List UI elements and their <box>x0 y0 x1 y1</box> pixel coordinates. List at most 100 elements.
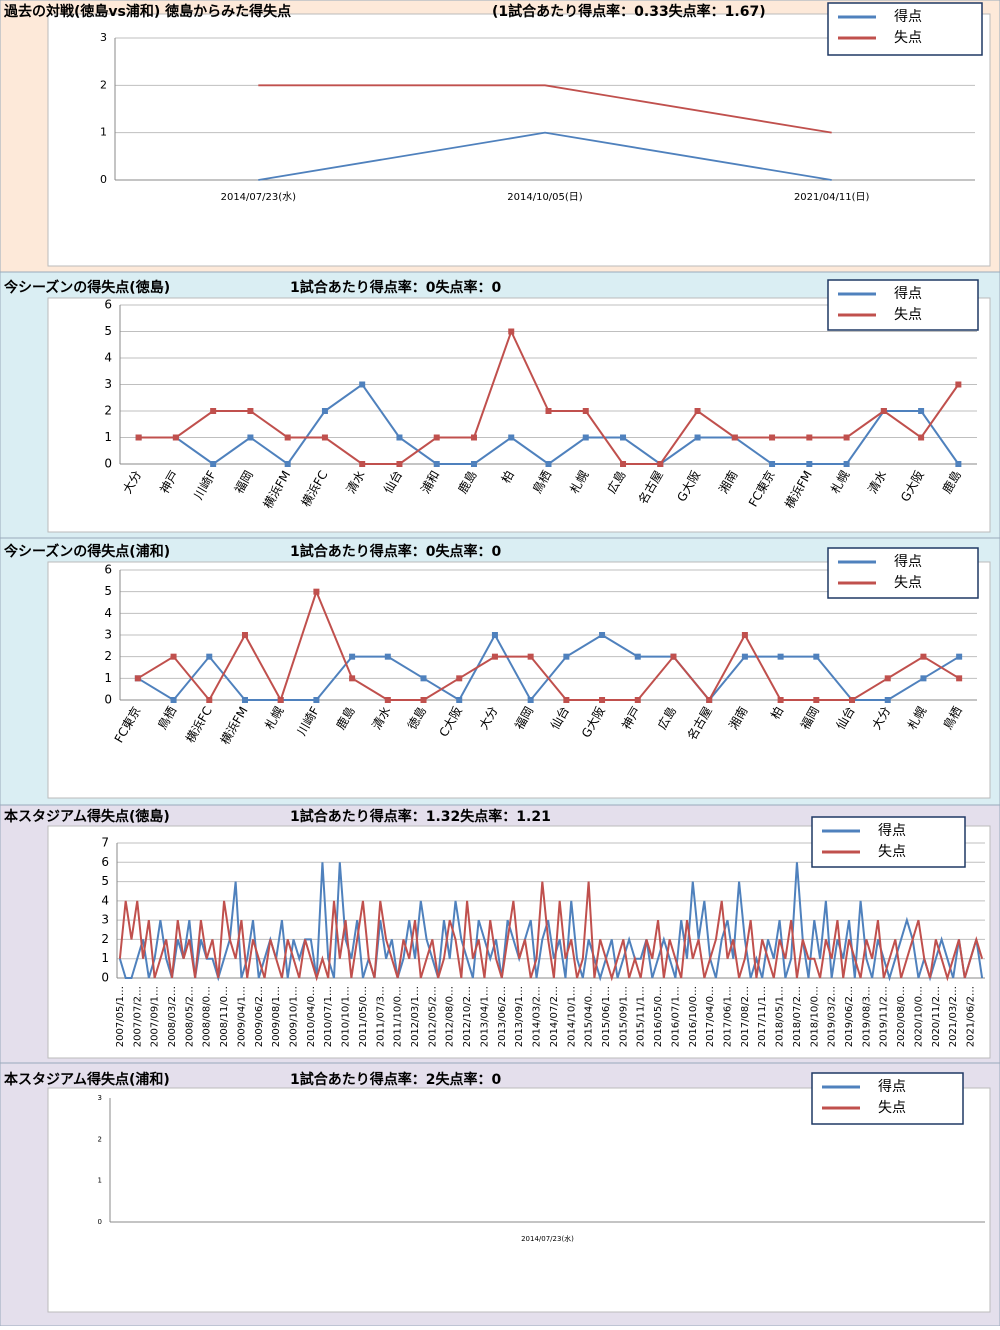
chart-title: 今シーズンの得失点(徳島) <box>3 279 170 296</box>
point-marker <box>170 697 177 703</box>
y-tick-label: 0 <box>104 457 112 471</box>
point-marker <box>545 461 552 467</box>
x-tick-label: 2010/07/1… <box>323 986 334 1047</box>
legend-label: 得点 <box>894 553 922 570</box>
point-marker <box>470 434 477 441</box>
point-marker <box>206 653 213 660</box>
point-marker <box>277 697 284 703</box>
x-tick-label: 2011/07/3… <box>375 986 386 1047</box>
point-marker <box>491 632 498 638</box>
y-tick-label: 1 <box>98 1177 102 1185</box>
chart-panel: 本スタジアム得失点(徳島) 1試合あたり得点率：1.32失点率：1.21 0 1 2 3 4… <box>0 804 1000 1064</box>
x-tick-label: 2014/07/23(水) <box>521 1234 574 1243</box>
point-marker <box>777 653 784 660</box>
legend-label: 得点 <box>878 822 906 839</box>
x-tick-label: 2007/09/1… <box>150 986 161 1047</box>
point-marker <box>247 434 254 441</box>
point-marker <box>843 461 850 467</box>
x-tick-label: 2008/11/0… <box>219 986 230 1047</box>
x-tick-label: 2020/11/2… <box>931 986 942 1047</box>
chart-subtitle: 1試合あたり得点率：0失点率：0 <box>290 543 501 560</box>
point-marker <box>284 434 291 441</box>
point-marker <box>313 697 320 703</box>
point-marker <box>284 461 291 467</box>
x-tick-label: 2012/10/2… <box>462 986 473 1047</box>
point-marker <box>172 434 179 441</box>
x-tick-label: 2016/07/1… <box>670 986 681 1047</box>
x-tick-label: 2009/04/1… <box>236 986 247 1047</box>
x-tick-label: 2019/03/2… <box>827 986 838 1047</box>
point-marker <box>491 653 498 660</box>
x-tick-label: 2013/06/2… <box>497 986 508 1047</box>
plot-area <box>47 13 991 267</box>
point-marker <box>741 653 748 660</box>
x-tick-label: 2008/05/2… <box>184 986 195 1047</box>
point-marker <box>634 697 641 703</box>
x-tick-label: 2009/10/1… <box>288 986 299 1047</box>
point-marker <box>313 588 320 595</box>
y-tick-label: 6 <box>101 855 109 869</box>
x-tick-label: 2009/06/2… <box>254 986 265 1047</box>
x-tick-label: 2008/08/0… <box>202 986 213 1047</box>
point-marker <box>359 461 366 467</box>
point-marker <box>433 434 440 441</box>
legend-box <box>827 279 979 331</box>
point-marker <box>849 697 856 703</box>
plot-area <box>47 297 991 533</box>
x-tick-label: 2012/05/2… <box>427 986 438 1047</box>
point-marker <box>241 632 248 638</box>
y-tick-label: 3 <box>101 913 109 927</box>
chart-subtitle: 1試合あたり得点率：0失点率：0 <box>290 279 501 296</box>
y-tick-label: 6 <box>104 563 112 577</box>
y-tick-label: 3 <box>104 628 112 642</box>
point-marker <box>694 434 701 441</box>
point-marker <box>599 697 606 703</box>
x-tick-label: 2007/07/2… <box>132 986 143 1047</box>
chart-title: 本スタジアム得失点(徳島) <box>4 808 170 825</box>
y-tick-label: 1 <box>100 126 107 139</box>
x-tick-label: 2015/09/1… <box>618 986 629 1047</box>
point-marker <box>396 434 403 441</box>
legend-label: 得点 <box>894 285 922 302</box>
x-tick-label: 2021/06/2… <box>966 986 977 1047</box>
y-tick-label: 2 <box>104 649 112 663</box>
chart-panel: 本スタジアム得失点(浦和) 1試合あたり得点率：2失点率：0 0 1 2 3 2014/07… <box>0 1062 1000 1327</box>
point-marker <box>956 675 963 682</box>
chart-subtitle: 1試合あたり得点率：2失点率：0 <box>290 1071 501 1088</box>
point-marker <box>563 653 570 660</box>
x-tick-label: 2009/08/1… <box>271 986 282 1047</box>
y-tick-label: 2 <box>104 404 112 418</box>
x-tick-label: 2018/05/1… <box>775 986 786 1047</box>
chart-title: 過去の対戦(徳島vs浦和) 徳島からみた得失点 <box>3 3 291 20</box>
x-tick-label: 2015/04/0… <box>584 986 595 1047</box>
point-marker <box>955 381 962 388</box>
x-tick-label: 2021/03/2… <box>948 986 959 1047</box>
point-marker <box>920 653 927 660</box>
x-tick-label: 2018/10/0… <box>809 986 820 1047</box>
y-tick-label: 0 <box>104 693 112 707</box>
point-marker <box>880 408 887 414</box>
x-tick-label: 2011/10/0… <box>393 986 404 1047</box>
y-tick-label: 0 <box>100 173 107 186</box>
point-marker <box>884 697 891 703</box>
point-marker <box>241 697 248 703</box>
y-tick-label: 2 <box>100 78 107 91</box>
point-marker <box>470 461 477 467</box>
point-marker <box>694 408 701 414</box>
point-marker <box>843 434 850 441</box>
x-tick-label: 2014/03/2… <box>532 986 543 1047</box>
chart-panel: 過去の対戦(徳島vs浦和) 徳島からみた得失点 (1試合あたり得点率：0.33失点… <box>0 0 1000 273</box>
point-marker <box>508 328 515 335</box>
point-marker <box>918 434 925 441</box>
chart-subtitle: (1試合あたり得点率：0.33失点率：1.67) <box>492 3 766 20</box>
point-marker <box>456 697 463 703</box>
point-marker <box>918 408 925 414</box>
point-marker <box>420 675 427 682</box>
x-tick-label: 2014/07/2… <box>549 986 560 1047</box>
y-tick-label: 3 <box>100 31 107 44</box>
x-tick-label: 2021/04/11(日) <box>794 192 870 203</box>
x-tick-label: 2014/10/05(日) <box>507 192 583 203</box>
y-tick-label: 0 <box>98 1218 102 1226</box>
y-tick-label: 0 <box>101 971 109 985</box>
